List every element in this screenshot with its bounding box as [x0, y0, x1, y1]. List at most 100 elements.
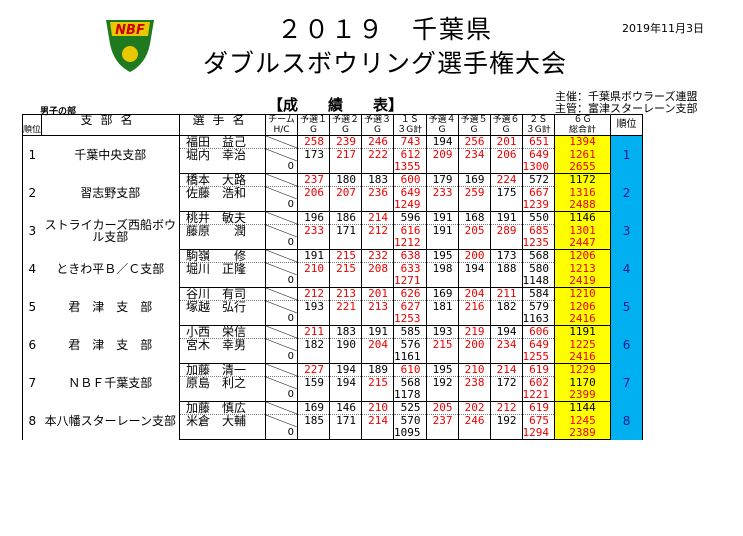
empty-cell	[457, 237, 491, 250]
empty-cell	[297, 389, 331, 402]
score-cell: 208	[361, 262, 395, 275]
hc-cell	[265, 148, 299, 161]
table-row: 佐藤 浩和 206 207 236 649 233 259 175 667 1316	[23, 186, 643, 199]
score-cell: 550	[521, 211, 556, 225]
score-cell: 214	[361, 414, 395, 427]
host-text: 主催：千葉県ボウラーズ連盟	[555, 90, 698, 103]
team-total: 2416	[554, 351, 612, 364]
player-total: 1170	[554, 376, 612, 389]
empty-cell	[329, 389, 363, 402]
diagonal-line	[266, 187, 297, 199]
player-total: 1144	[554, 401, 612, 415]
score-cell: 193	[297, 300, 331, 313]
hc-cell	[265, 363, 299, 377]
score-cell: 626	[393, 287, 427, 301]
table-row: 2 習志野支部 橋本 大路 237 180 183 600 179 169 224 572 1172 2	[21, 173, 644, 212]
organizer-text: 主管：富津スターレーン支部	[555, 102, 698, 115]
score-cell: 191	[297, 249, 331, 263]
score-cell: 649	[393, 186, 427, 199]
score-cell: 201	[361, 287, 395, 301]
hc-cell	[265, 414, 299, 427]
hc-cell	[265, 224, 299, 237]
empty-cell	[425, 351, 459, 364]
empty-cell	[425, 427, 459, 440]
team-hc: 0	[265, 351, 299, 364]
empty-cell	[179, 275, 267, 288]
score-cell: 204	[361, 338, 395, 351]
team-hc: 0	[265, 199, 299, 212]
score-cell: 192	[489, 414, 523, 427]
score-cell: 237	[425, 414, 459, 427]
table-row: 0 1271 1148 2419	[23, 275, 643, 288]
score-cell: 227	[297, 363, 331, 377]
empty-cell	[297, 351, 331, 364]
score-cell: 638	[393, 249, 427, 263]
player-name: 福田 益己	[179, 135, 267, 149]
empty-cell	[361, 351, 395, 364]
title-year: ２０１９ 千葉県	[276, 15, 494, 44]
score-cell: 580	[521, 262, 556, 275]
player-name: 宮木 幸男	[179, 338, 267, 351]
player-name: 原島 利之	[179, 376, 267, 389]
diagonal-line	[266, 136, 297, 148]
empty-cell	[361, 275, 395, 288]
empty-cell	[457, 275, 491, 288]
score-cell: 192	[425, 376, 459, 389]
empty-cell	[489, 161, 523, 174]
team-s1: 1178	[393, 389, 427, 402]
score-cell: 238	[457, 376, 491, 389]
score-cell: 159	[297, 376, 331, 389]
empty-cell	[489, 275, 523, 288]
team-s1: 1161	[393, 351, 427, 364]
team-rank: 7	[21, 363, 42, 402]
header-p5: 予選５	[457, 114, 491, 125]
score-cell: 596	[393, 211, 427, 225]
score-cell: 212	[297, 287, 331, 301]
table-row: 4 ときわ平Ｂ／Ｃ支部 駒嶺 修 191 215 232 638 195 200 173 568 12…	[21, 249, 644, 288]
score-cell: 185	[297, 414, 331, 427]
player-total: 1191	[554, 325, 612, 339]
score-cell: 233	[425, 186, 459, 199]
score-cell: 206	[297, 186, 331, 199]
score-cell: 169	[457, 173, 491, 187]
player-total: 1210	[554, 287, 612, 301]
team-branch: 千葉中央支部	[41, 135, 181, 174]
team-s1: 1271	[393, 275, 427, 288]
header-gs1: ３G計	[393, 125, 427, 136]
title-event: ダブルスボウリング選手権大会	[202, 49, 567, 78]
score-cell: 190	[329, 338, 363, 351]
empty-cell	[361, 389, 395, 402]
score-cell: 205	[457, 224, 491, 237]
score-cell: 193	[425, 325, 459, 339]
score-cell: 215	[425, 338, 459, 351]
score-cell: 188	[489, 262, 523, 275]
score-cell: 222	[361, 148, 395, 161]
table-row: 0 1161 1255 2416	[23, 351, 643, 364]
header-p4: 予選４	[425, 114, 459, 125]
score-cell: 195	[425, 363, 459, 377]
score-cell: 616	[393, 224, 427, 237]
team-branch: ＮＢＦ千葉支部	[41, 363, 181, 402]
header-player: 選手名	[179, 114, 267, 125]
empty-cell	[179, 313, 267, 326]
team-total: 2488	[554, 199, 612, 212]
score-cell: 570	[393, 414, 427, 427]
score-cell: 213	[361, 300, 395, 313]
empty-cell	[297, 161, 331, 174]
team-s1: 1249	[393, 199, 427, 212]
score-cell: 200	[457, 249, 491, 263]
table-row: 7 ＮＢＦ千葉支部 加藤 清一 227 194 189 610 195 210 214 619 122…	[21, 363, 644, 402]
score-cell: 576	[393, 338, 427, 351]
table-row: 堀内 幸治 173 217 222 612 209 234 206 649 1261	[23, 148, 643, 161]
score-cell: 173	[489, 249, 523, 263]
score-cell: 194	[329, 363, 363, 377]
table-row: 1 千葉中央支部 福田 益己 258 239 246 743 194 256 201 651 1394…	[21, 135, 644, 174]
score-cell: 211	[489, 287, 523, 301]
score-cell: 525	[393, 401, 427, 415]
score-cell: 606	[521, 325, 556, 339]
score-cell: 237	[297, 173, 331, 187]
team-position: 3	[610, 211, 644, 250]
score-cell: 258	[297, 135, 331, 149]
score-cell: 200	[457, 338, 491, 351]
score-cell: 572	[521, 173, 556, 187]
